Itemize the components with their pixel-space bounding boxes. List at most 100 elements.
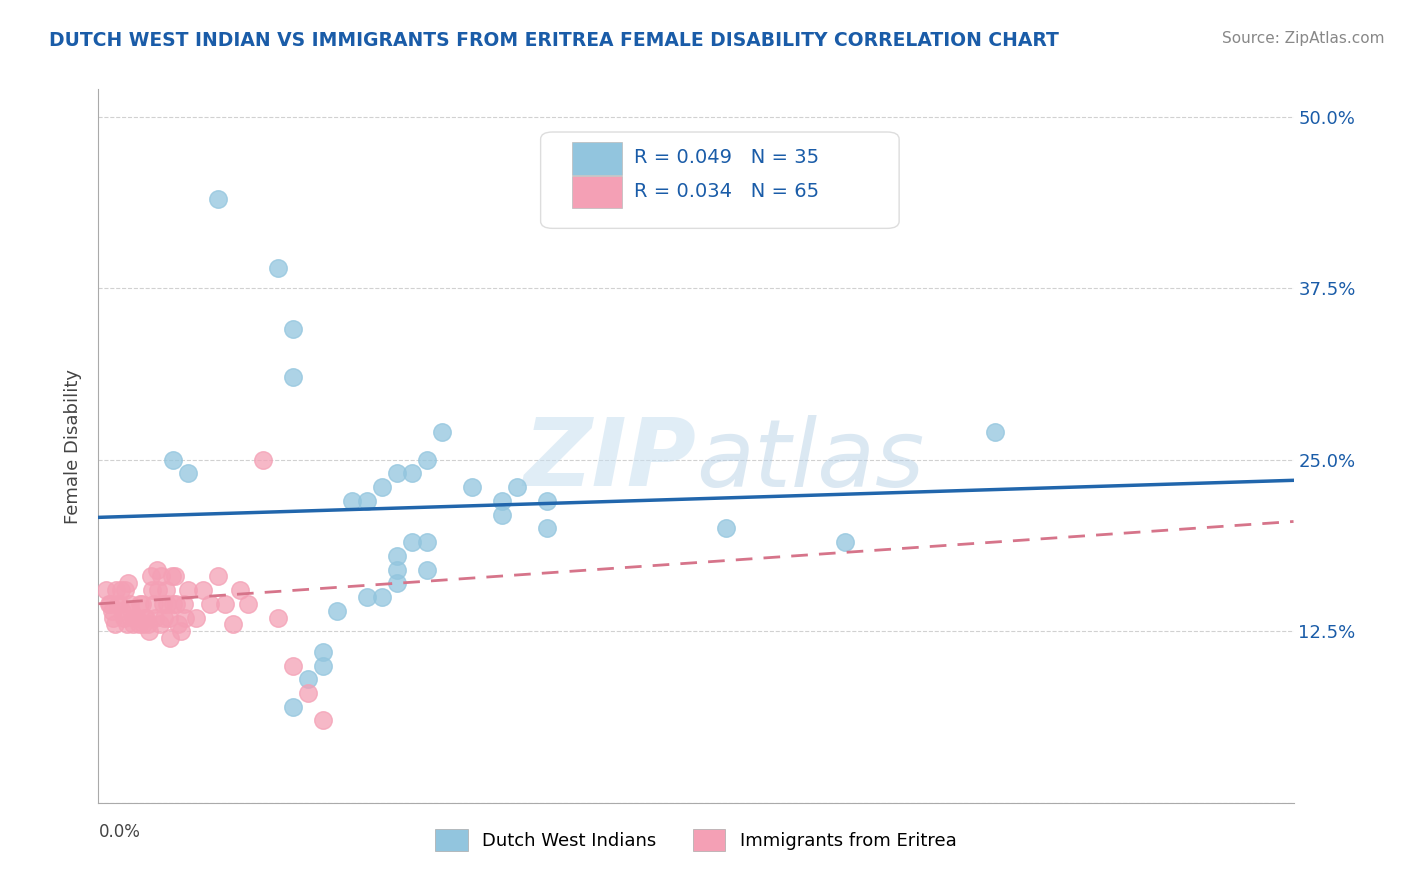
Point (115, 617, 138, 632)
Point (145, 562, 167, 576)
Point (184, 610, 207, 624)
Point (149, 617, 172, 632)
Text: DUTCH WEST INDIAN VS IMMIGRANTS FROM ERITREA FEMALE DISABILITY CORRELATION CHART: DUTCH WEST INDIAN VS IMMIGRANTS FROM ERI… (49, 31, 1059, 50)
Point (107, 597, 129, 611)
Point (155, 583, 177, 598)
Point (834, 535, 856, 549)
Point (103, 610, 125, 624)
Point (714, 521, 737, 535)
Point (138, 624, 160, 639)
Point (326, 604, 349, 618)
Point (98, 597, 122, 611)
Point (177, 467, 200, 481)
Point (139, 569, 162, 583)
Point (132, 617, 155, 632)
Legend: Dutch West Indians, Immigrants from Eritrea: Dutch West Indians, Immigrants from Erit… (436, 829, 956, 851)
Point (177, 583, 200, 598)
Point (159, 631, 181, 645)
Point (127, 610, 149, 624)
Point (120, 604, 142, 618)
Point (121, 617, 143, 632)
Point (385, 549, 409, 563)
Point (229, 583, 252, 598)
Point (169, 624, 191, 639)
Point (536, 494, 558, 508)
Point (143, 610, 166, 624)
Point (281, 370, 304, 384)
Text: Source: ZipAtlas.com: Source: ZipAtlas.com (1222, 31, 1385, 46)
Point (160, 569, 183, 583)
Point (129, 597, 152, 611)
Point (385, 562, 409, 576)
Point (128, 617, 150, 632)
Point (214, 597, 236, 611)
Point (134, 610, 156, 624)
Point (342, 494, 364, 508)
FancyBboxPatch shape (572, 142, 621, 175)
Point (536, 521, 558, 535)
Point (416, 562, 439, 576)
Point (94, 583, 117, 598)
Y-axis label: Female Disability: Female Disability (65, 368, 83, 524)
Point (174, 610, 197, 624)
Point (416, 452, 439, 467)
Point (984, 425, 1007, 440)
Point (311, 714, 333, 728)
Point (207, 569, 229, 583)
Point (371, 590, 394, 604)
Point (157, 610, 180, 624)
Point (104, 617, 127, 632)
Point (297, 686, 319, 700)
Point (207, 192, 229, 206)
Point (150, 569, 173, 583)
Point (385, 467, 409, 481)
Point (114, 583, 136, 598)
Point (101, 604, 124, 618)
Point (131, 597, 153, 611)
Point (135, 610, 157, 624)
Point (491, 494, 513, 508)
Point (117, 576, 139, 591)
Point (124, 610, 146, 624)
Text: atlas: atlas (696, 415, 924, 506)
Text: 0.0%: 0.0% (98, 822, 141, 841)
Point (162, 597, 184, 611)
Point (118, 597, 141, 611)
Point (136, 617, 159, 632)
Point (153, 610, 176, 624)
Point (148, 583, 170, 598)
Point (356, 494, 378, 508)
Point (461, 480, 484, 494)
Point (142, 597, 165, 611)
Point (191, 583, 214, 598)
Point (125, 610, 148, 624)
Point (110, 583, 132, 598)
Point (222, 617, 245, 632)
Text: ZIP: ZIP (523, 414, 696, 507)
Point (108, 597, 131, 611)
Point (163, 569, 186, 583)
Point (281, 658, 304, 673)
Point (430, 425, 453, 440)
Point (401, 535, 423, 549)
Point (371, 480, 394, 494)
Point (267, 260, 290, 275)
Point (105, 583, 128, 598)
Point (281, 699, 304, 714)
Point (385, 576, 409, 591)
Point (162, 452, 184, 467)
Point (401, 467, 423, 481)
Point (416, 535, 439, 549)
Text: R = 0.034   N = 65: R = 0.034 N = 65 (634, 182, 818, 201)
Point (165, 597, 187, 611)
Point (173, 597, 195, 611)
Point (112, 610, 135, 624)
Point (97, 597, 120, 611)
Point (152, 597, 174, 611)
Point (156, 597, 179, 611)
Point (252, 452, 274, 467)
Point (356, 590, 378, 604)
Text: R = 0.049   N = 35: R = 0.049 N = 35 (634, 148, 818, 167)
Point (166, 617, 188, 632)
Point (236, 597, 259, 611)
